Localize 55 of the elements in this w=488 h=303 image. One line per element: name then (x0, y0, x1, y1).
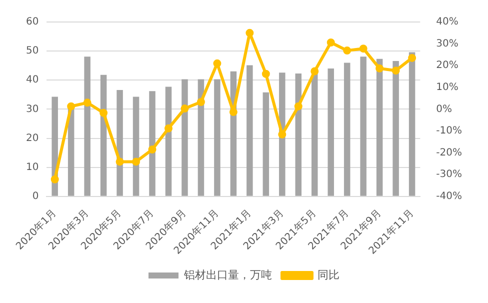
y-tick-label: 50 (26, 46, 39, 57)
point (408, 54, 416, 62)
y-tick-label: 20 (26, 132, 39, 144)
bar (84, 56, 90, 196)
point (116, 158, 124, 166)
y2-tick-label: -20% (436, 147, 462, 158)
point (278, 130, 286, 138)
y2-tick-label: 10% (436, 82, 458, 93)
point (246, 28, 254, 37)
bar (344, 62, 350, 196)
y2-tick-label: 40% (436, 16, 458, 28)
bar (116, 90, 123, 196)
legend-label: 同比 (318, 268, 340, 282)
bar (246, 65, 253, 196)
point (294, 102, 302, 110)
bar (376, 58, 383, 196)
point (50, 175, 59, 184)
y2-tick-label: 0% (436, 104, 452, 115)
point (376, 64, 384, 72)
bar (360, 56, 366, 196)
point (164, 124, 172, 132)
point (359, 44, 368, 53)
y2-tick-label: -40% (436, 190, 462, 202)
y-tick-label: 0 (32, 190, 39, 202)
bar (182, 79, 188, 196)
bar (279, 72, 286, 196)
y2-tick-label: -30% (436, 169, 462, 180)
point (132, 158, 140, 166)
bar (328, 68, 334, 196)
bar (408, 52, 416, 196)
y-tick-label: 10 (26, 162, 39, 173)
point (392, 66, 400, 75)
bar (214, 79, 220, 196)
point (67, 102, 76, 110)
y-tick-label: 60 (26, 16, 39, 28)
y-tick-label: 40 (26, 74, 39, 86)
point (229, 108, 238, 116)
point (262, 70, 270, 78)
point (213, 59, 222, 68)
point (100, 108, 108, 117)
bar (262, 92, 270, 196)
y2-tick-label: -10% (436, 126, 462, 137)
bar (149, 91, 156, 196)
y2-tick-label: 30% (436, 38, 458, 50)
point (180, 104, 189, 113)
point (310, 67, 319, 76)
bar (392, 60, 399, 196)
legend-label: 铝材出口量，万吨 (183, 268, 272, 282)
point (343, 46, 352, 55)
y-tick-label: 30 (26, 104, 39, 115)
point (196, 98, 205, 106)
point (148, 146, 156, 154)
point (326, 38, 335, 46)
point (83, 98, 92, 107)
y2-tick-label: 20% (436, 60, 458, 72)
